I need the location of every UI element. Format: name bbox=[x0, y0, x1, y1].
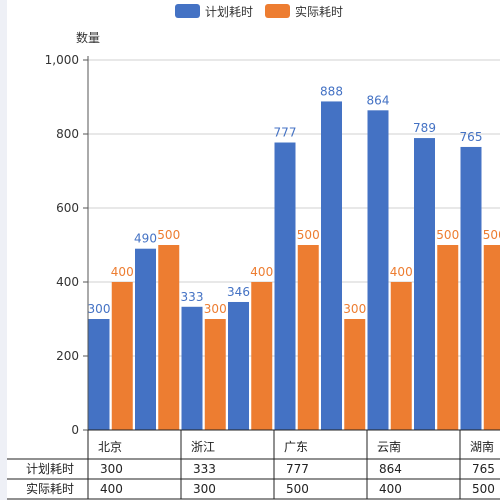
bar-value-label: 500 bbox=[436, 228, 459, 242]
bar[interactable] bbox=[88, 319, 110, 430]
bar[interactable] bbox=[297, 245, 319, 430]
bar[interactable] bbox=[274, 142, 296, 430]
legend-item[interactable]: 实际耗时 bbox=[265, 4, 343, 19]
table-cell: 765 bbox=[472, 462, 495, 476]
y-tick-label: 200 bbox=[56, 349, 79, 363]
y-tick-label: 800 bbox=[56, 127, 79, 141]
y-tick-label: 0 bbox=[71, 423, 79, 437]
table-cell: 500 bbox=[472, 482, 495, 496]
bar[interactable] bbox=[228, 301, 249, 430]
table-cell: 864 bbox=[379, 462, 402, 476]
table-row-label: 实际耗时 bbox=[26, 481, 74, 496]
legend-label: 计划耗时 bbox=[205, 5, 253, 19]
table-cell: 400 bbox=[100, 482, 123, 496]
bar-value-label: 300 bbox=[343, 302, 366, 316]
bar-value-label: 765 bbox=[460, 130, 483, 144]
bar[interactable] bbox=[158, 245, 180, 430]
table-cell: 333 bbox=[193, 462, 216, 476]
x-category-label: 广东 bbox=[284, 440, 308, 454]
table-row-label: 计划耗时 bbox=[26, 462, 74, 476]
bar[interactable] bbox=[414, 138, 435, 430]
bar-value-label: 333 bbox=[181, 290, 204, 304]
bar-value-label: 500 bbox=[483, 228, 500, 242]
bar-value-label: 300 bbox=[88, 302, 111, 316]
y-tick-label: 400 bbox=[56, 275, 79, 289]
table-cell: 300 bbox=[100, 462, 123, 476]
bar[interactable] bbox=[135, 248, 156, 430]
table-cell: 300 bbox=[193, 482, 216, 496]
bar-value-label: 346 bbox=[227, 285, 250, 299]
bar[interactable] bbox=[483, 245, 500, 430]
bar[interactable] bbox=[111, 282, 133, 430]
bar[interactable] bbox=[344, 319, 366, 430]
bar-value-label: 864 bbox=[367, 93, 390, 107]
table-cell: 777 bbox=[286, 462, 309, 476]
y-tick-label: 600 bbox=[56, 201, 79, 215]
x-category-label: 湖南 bbox=[470, 439, 494, 454]
x-category-label: 浙江 bbox=[191, 440, 215, 454]
bar[interactable] bbox=[181, 306, 203, 430]
bar-value-label: 490 bbox=[134, 232, 157, 246]
y-tick-label: 1,000 bbox=[45, 53, 79, 67]
bar[interactable] bbox=[251, 282, 273, 430]
bar-value-label: 400 bbox=[250, 265, 273, 279]
table-cell: 400 bbox=[379, 482, 402, 496]
y-axis-title: 数量 bbox=[76, 30, 100, 45]
bar-value-label: 300 bbox=[204, 302, 227, 316]
bar[interactable] bbox=[367, 110, 389, 430]
bar[interactable] bbox=[460, 146, 482, 430]
table-cell: 500 bbox=[286, 482, 309, 496]
x-category-label: 云南 bbox=[377, 439, 401, 454]
left-edge-strip bbox=[0, 0, 7, 500]
bar[interactable] bbox=[437, 245, 459, 430]
x-category-label: 北京 bbox=[98, 440, 122, 454]
bar[interactable] bbox=[204, 319, 226, 430]
legend-swatch bbox=[175, 4, 200, 18]
bar-value-label: 500 bbox=[297, 228, 320, 242]
legend-item[interactable]: 计划耗时 bbox=[175, 4, 253, 19]
bar-value-label: 400 bbox=[111, 265, 134, 279]
bar-value-label: 888 bbox=[320, 84, 343, 98]
legend-swatch bbox=[265, 4, 290, 18]
legend-label: 实际耗时 bbox=[295, 4, 343, 19]
bar-value-label: 400 bbox=[390, 265, 413, 279]
bar-value-label: 500 bbox=[157, 228, 180, 242]
bar[interactable] bbox=[321, 101, 342, 430]
bar[interactable] bbox=[390, 282, 412, 430]
bar-value-label: 789 bbox=[413, 121, 436, 135]
bar-value-label: 777 bbox=[274, 126, 297, 140]
